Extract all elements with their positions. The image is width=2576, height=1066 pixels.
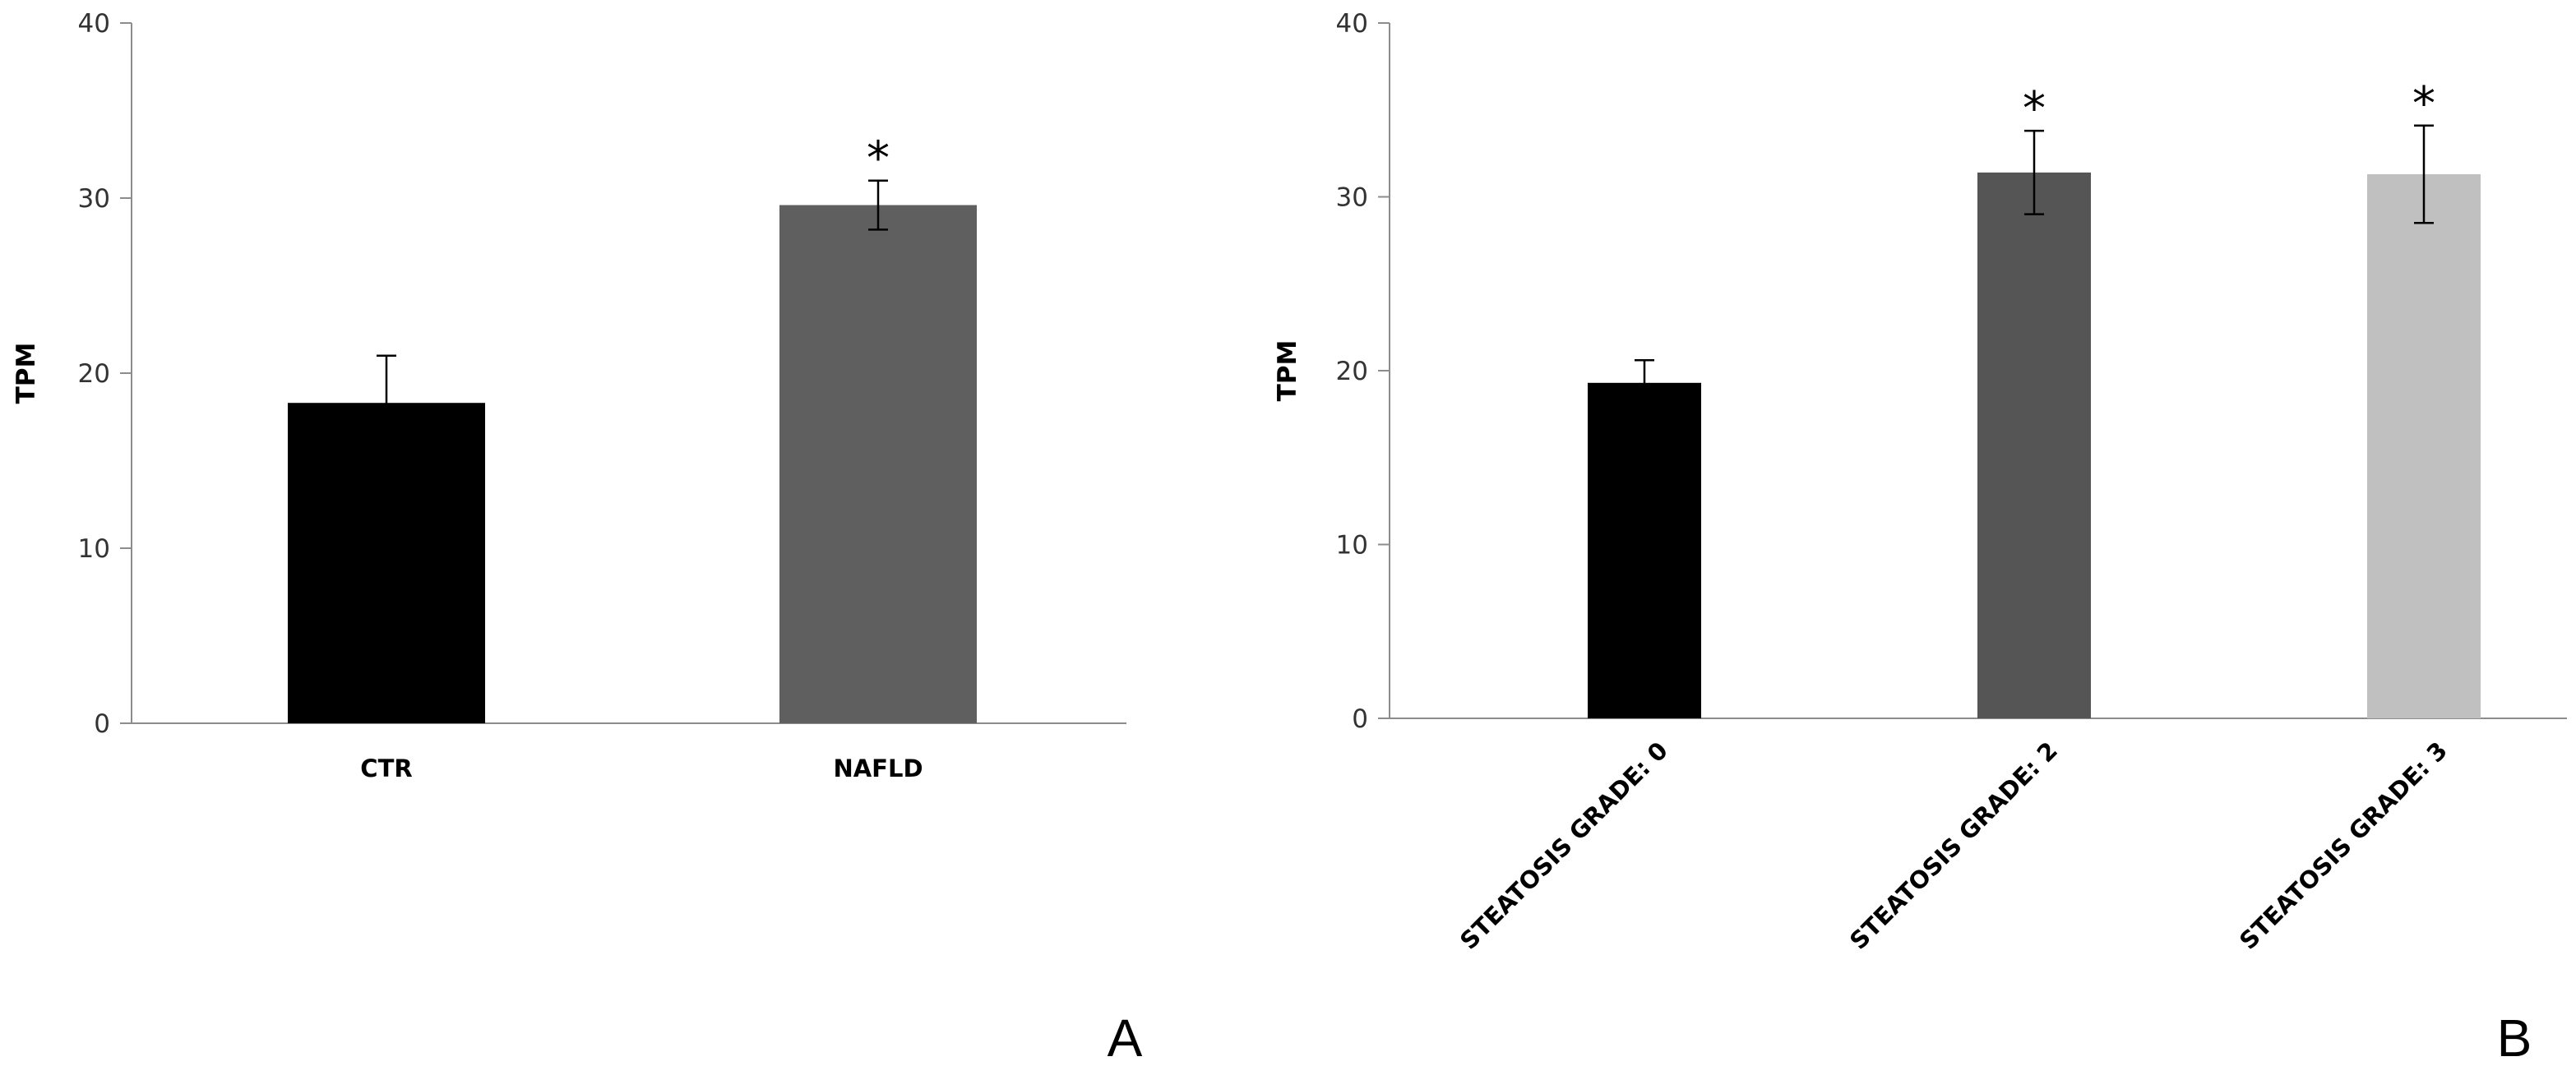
y-tick-label: 40 [1336,9,1368,39]
bar [1588,382,1701,718]
category-label: STEATOSIS GRADE: 3 [2234,736,2453,955]
category-label: STEATOSIS GRADE: 2 [1844,736,2063,955]
chart-panel-b: 0 10 20 30 40 TPM STEATOSIS GRADE: 0 * STEATOSIS… [1273,9,2567,1066]
y-tick-label: 10 [78,534,110,564]
bar [2367,174,2481,718]
y-tick-label: 20 [1336,357,1368,386]
y-tick-label: 30 [1336,183,1368,213]
panel-letter: A [1108,1008,1143,1066]
panel-letter: B [2497,1008,2532,1066]
category-label: STEATOSIS GRADE: 0 [1454,736,1673,955]
category-label: CTR [360,755,412,782]
y-axis-label: TPM [12,343,41,404]
significance-marker: * [2023,82,2046,136]
significance-marker: * [2412,77,2435,131]
y-tick-label: 20 [78,359,110,389]
y-tick-label: 30 [78,184,110,214]
y-tick-label: 40 [78,9,110,39]
category-label: NAFLD [833,755,923,782]
bar [288,403,485,723]
significance-marker: * [867,132,890,186]
y-tick-label: 0 [94,709,110,739]
bar [779,205,977,723]
bar [1977,172,2091,718]
y-axis-label: TPM [1273,340,1302,402]
chart-panel-a: 0 10 20 30 40 TPM CTR * NAFLD A [12,9,1143,1066]
y-tick-label: 10 [1336,531,1368,561]
y-tick-label: 0 [1352,704,1368,734]
